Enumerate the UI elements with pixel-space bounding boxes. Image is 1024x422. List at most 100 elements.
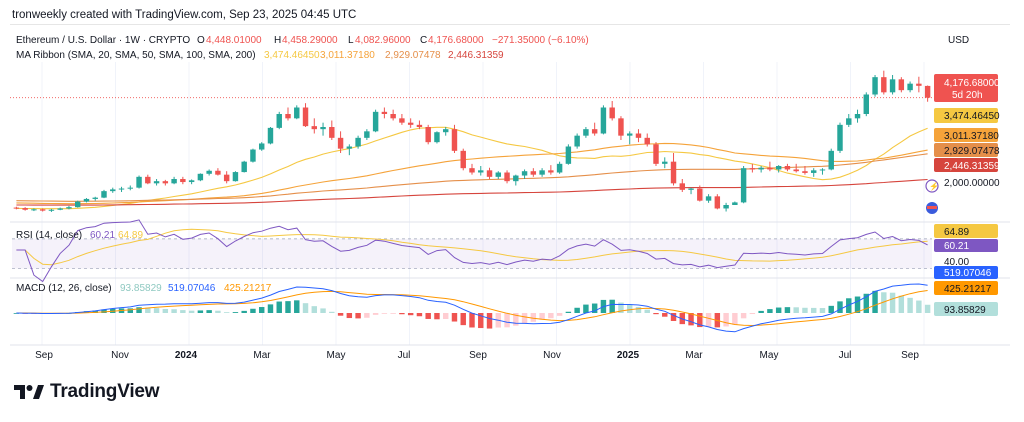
candle — [705, 196, 712, 201]
candle — [740, 168, 747, 203]
macd-histogram-bar — [197, 310, 204, 313]
macd-axis-label: 519.07046 — [944, 268, 992, 279]
hist-tag — [934, 302, 998, 316]
ma50-legend: 3,011.37180 — [320, 50, 375, 61]
macd-histogram-bar — [653, 313, 659, 315]
macd-histogram-bar — [276, 301, 282, 313]
candle — [399, 118, 405, 123]
candle — [276, 114, 282, 128]
macd-histogram-bar — [127, 308, 134, 313]
time-axis-label: Mar — [253, 350, 271, 361]
candle — [495, 172, 502, 177]
macd-histogram-bar — [504, 313, 510, 328]
macd-histogram-bar — [434, 313, 440, 320]
candle — [653, 144, 659, 164]
macd-pane[interactable] — [13, 283, 931, 333]
macd-histogram-bar — [258, 307, 265, 313]
alert-icon[interactable] — [925, 179, 939, 193]
currency-label[interactable]: USD — [948, 35, 969, 46]
candle — [92, 197, 98, 199]
candle — [530, 171, 537, 175]
macd-histogram-bar — [618, 302, 624, 313]
alert-icon-glyph: ⚡ — [929, 181, 939, 191]
macd-histogram-bar — [302, 303, 309, 313]
candle — [381, 111, 388, 114]
candle — [57, 208, 63, 210]
candle — [311, 126, 318, 130]
macd-histogram-bar — [539, 313, 545, 320]
macd-histogram-bar — [241, 310, 247, 313]
macd-histogram-bar — [513, 313, 519, 326]
macd-label: MACD (12, 26, close) — [16, 283, 112, 294]
rsi-axis-label: 60.21 — [944, 241, 969, 252]
candle — [294, 107, 300, 119]
macd-histogram-bar — [206, 310, 212, 313]
macd-histogram-bar — [697, 313, 703, 328]
ma20-legend: 3,474.46450 — [264, 50, 320, 61]
macd-histogram-bar — [837, 301, 843, 313]
macd-histogram-bar — [916, 300, 922, 313]
candle — [118, 188, 125, 190]
macd-histogram-bar — [688, 313, 694, 326]
close-value: 4,176.68000 — [428, 35, 484, 46]
candle — [372, 111, 379, 132]
candle — [854, 114, 861, 119]
macd-histogram-bar — [13, 313, 20, 314]
macd-histogram-bar — [486, 313, 493, 329]
countdown-label: 5d 20h — [952, 90, 983, 101]
macd-histogram-bar — [136, 307, 142, 313]
candle — [329, 127, 335, 138]
candle — [881, 77, 887, 93]
candle — [618, 118, 624, 136]
ma100-line — [16, 153, 928, 202]
rsi-ma-axis-label: 64.89 — [944, 227, 969, 238]
macd-histogram-bar — [346, 313, 353, 319]
rsi-value: 60.21 — [90, 230, 115, 241]
time-axis-label: Jul — [398, 350, 411, 361]
macd-histogram-bar — [846, 298, 852, 313]
macd-histogram-bar — [924, 304, 931, 313]
candle — [223, 174, 230, 182]
ma100-axis-label: 2,929.07478 — [944, 146, 1000, 157]
candle — [302, 107, 309, 127]
candle — [250, 149, 256, 162]
tradingview-logo[interactable]: TradingView — [14, 381, 160, 403]
macd-histogram-bar — [521, 313, 528, 324]
macd-histogram-bar — [828, 305, 834, 313]
high-label: H — [274, 35, 281, 46]
macd-histogram-bar — [749, 313, 756, 315]
macd-histogram-bar — [294, 300, 300, 313]
macd-histogram-bar — [451, 313, 458, 322]
low-value: 4,082.96000 — [355, 35, 411, 46]
price-pane[interactable] — [10, 70, 934, 212]
chart-frame — [10, 24, 1010, 374]
time-axis-label: Jul — [839, 350, 852, 361]
candle — [486, 170, 493, 177]
candle — [13, 207, 20, 209]
signal-tag — [934, 281, 998, 295]
macd-histogram-bar — [548, 313, 554, 319]
candle — [355, 137, 361, 147]
candle — [583, 129, 589, 136]
macd-histogram-bar — [381, 313, 388, 314]
candle — [74, 201, 81, 208]
candle — [679, 183, 686, 190]
macd-signal-line — [16, 290, 928, 327]
macd-histogram-bar — [872, 290, 878, 313]
candle — [390, 114, 396, 119]
candle — [478, 170, 484, 173]
candle — [872, 77, 878, 95]
macd-histogram-bar — [407, 313, 414, 316]
candle — [215, 170, 221, 175]
chart-canvas[interactable]: Ethereum / U.S. Dollar · 1W · CRYPTO O 4… — [0, 0, 1024, 378]
macd-histogram-bar — [153, 308, 160, 313]
candle — [697, 188, 703, 201]
candle — [775, 166, 782, 170]
candle — [31, 209, 37, 211]
macd-histogram-bar — [626, 304, 633, 313]
macd-histogram-bar — [416, 313, 423, 317]
ma20-tag — [934, 108, 998, 123]
ma200-axis-label: 2,446.31359 — [944, 161, 1000, 172]
rsi-pane[interactable] — [12, 219, 932, 283]
macd-histogram-bar — [180, 310, 186, 313]
